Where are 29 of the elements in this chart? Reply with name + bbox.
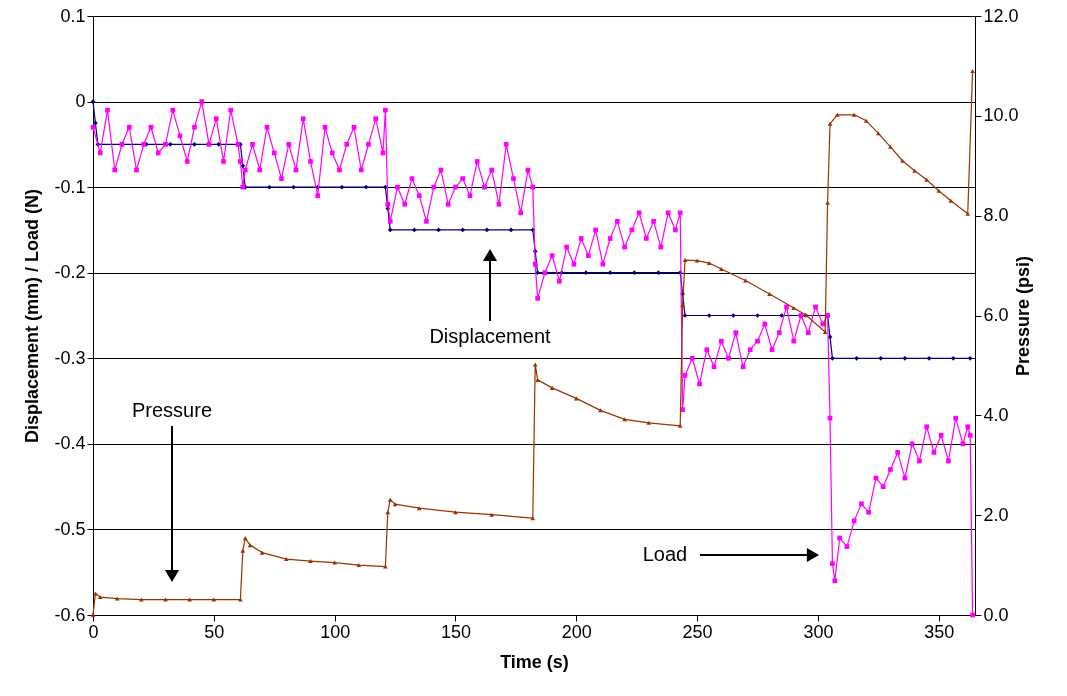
y-tick-label: -0.1	[54, 176, 86, 197]
y2-tick-label: 4.0	[983, 404, 1009, 425]
x-tick-label: 0	[88, 621, 99, 642]
annotation: Load	[642, 543, 688, 565]
x-tick-label: 300	[803, 621, 834, 642]
y2-tick-label: 2.0	[983, 504, 1009, 525]
y2-tick-label: 6.0	[983, 305, 1009, 325]
x-tick-label: 50	[204, 621, 225, 642]
y2-tick-label: 12.0	[983, 5, 1019, 26]
y2-axis-title: Pressure (psi)	[1012, 255, 1033, 377]
y-tick-label: 0.1	[60, 5, 86, 26]
y-tick-label: 0	[75, 91, 86, 112]
x-tick-label: 150	[440, 621, 471, 642]
y-tick-label: -0.2	[54, 262, 86, 283]
y-axis-title: Displacement (mm) / Load (N)	[22, 188, 43, 444]
annotation: Displacement	[429, 325, 552, 347]
x-tick-label: 250	[682, 621, 713, 642]
y-tick-label: -0.5	[54, 518, 86, 539]
y2-tick-label: 8.0	[983, 205, 1009, 226]
x-tick-label: 350	[924, 621, 955, 642]
y-tick-label: -0.3	[54, 347, 86, 368]
y-tick-label: -0.4	[54, 433, 86, 454]
x-tick-label: 100	[320, 621, 351, 642]
annotation: Pressure	[131, 399, 213, 421]
y-tick-label: -0.6	[54, 604, 86, 625]
x-tick-label: 200	[561, 621, 592, 642]
x-axis-title: Time (s)	[500, 651, 569, 672]
y2-tick-label: 0.0	[983, 604, 1009, 625]
y2-tick-label: 10.0	[983, 105, 1019, 126]
